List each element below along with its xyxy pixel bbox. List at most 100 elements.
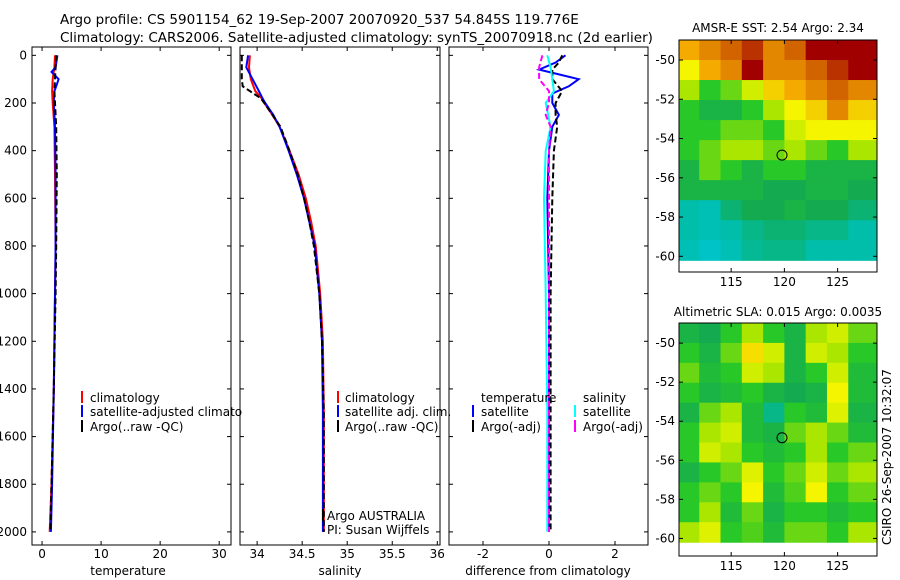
heatmap-cell <box>741 240 764 261</box>
salinity-panel: 34 34.5 35 35.5 36 <box>239 46 445 561</box>
heatmap-cell <box>784 442 807 464</box>
heatmap-cell <box>741 522 764 543</box>
difference-legend: temperature salinity satellite Argo(-adj… <box>472 391 643 434</box>
legend-label: satellite-adjusted climatology <box>90 405 268 419</box>
heatmap-cell <box>763 200 785 221</box>
x-tick-label: 120 <box>773 275 796 289</box>
heatmap-cell <box>699 462 722 483</box>
heatmap-cell <box>720 220 743 241</box>
x-tick-label: 35 <box>340 547 355 561</box>
heatmap-cell <box>805 240 828 261</box>
heatmap-cell <box>826 402 849 424</box>
heatmap-cell <box>699 482 722 503</box>
legend-title-temperature: temperature <box>481 391 556 405</box>
heatmap-cell <box>720 100 743 121</box>
x-tick-label: 20 <box>152 547 167 561</box>
heatmap-cell <box>848 482 877 503</box>
heatmap-cell <box>679 240 700 261</box>
heatmap-cell <box>805 140 828 161</box>
heatmap-cell <box>805 382 828 404</box>
heatmap-cell <box>699 200 722 221</box>
heatmap-cell <box>741 342 764 364</box>
heatmap-cell <box>679 220 700 241</box>
heatmap-cell <box>805 100 828 121</box>
heatmap-cell <box>805 402 828 424</box>
y-tick-label: -60 <box>655 531 675 545</box>
heatmap-cell <box>699 220 722 241</box>
heatmap-cell <box>784 220 807 241</box>
timestamp-stamp: CSIRO 26-Sep-2007 10:32:07 <box>880 369 894 545</box>
heatmap-cell <box>848 200 877 221</box>
y-tick-label: -54 <box>655 414 675 428</box>
heatmap-cell <box>679 382 700 404</box>
heatmap-cell <box>848 362 877 384</box>
x-tick-label: 125 <box>826 559 849 573</box>
heatmap-cell <box>826 160 849 181</box>
heatmap-cell <box>763 422 785 444</box>
heatmap-cell <box>826 442 849 464</box>
heatmap-cell <box>741 120 764 141</box>
heatmap-cell <box>805 180 828 201</box>
heatmap-cell <box>720 382 743 404</box>
heatmap-cell <box>805 200 828 221</box>
heatmap-cell <box>679 200 700 221</box>
heatmap-cell <box>741 402 764 424</box>
x-tick-label: 0 <box>545 547 553 561</box>
heatmap-cell <box>805 522 828 543</box>
heatmap-cell <box>699 323 722 344</box>
heatmap-cell <box>848 220 877 241</box>
series-line-temperature-argo-adj- <box>549 54 564 532</box>
heatmap-cell <box>763 382 785 404</box>
heatmap-cell <box>784 160 807 181</box>
heatmap-cell <box>679 180 700 201</box>
x-tick-label: 10 <box>93 547 108 561</box>
figure-title-line2: Climatology: CARS2006. Satellite-adjuste… <box>60 30 653 46</box>
heatmap-cell <box>805 60 828 81</box>
y-tick-label: 200 <box>4 96 27 110</box>
salinity-legend: climatology satellite adj. clim. Argo(..… <box>322 391 451 537</box>
heatmap-cell <box>741 160 764 181</box>
heatmap-cell <box>741 60 764 81</box>
heatmap-cell <box>679 422 700 444</box>
plot-frame <box>239 46 441 546</box>
x-tick-label: 34.5 <box>289 547 316 561</box>
heatmap-cell <box>679 120 700 141</box>
heatmap-cell <box>784 100 807 121</box>
heatmap-cell <box>699 180 722 201</box>
heatmap-cell <box>763 60 785 81</box>
x-tick-label: 2 <box>611 547 619 561</box>
heatmap-cell <box>741 100 764 121</box>
heatmap-cell <box>679 362 700 384</box>
heatmap-cell <box>826 240 849 261</box>
heatmap-cell <box>763 402 785 424</box>
figure-title-line1: Argo profile: CS 5901154_62 19-Sep-2007 … <box>60 12 579 28</box>
sla_map: 115 120 125 -50 -52 -54 -56 -58 -60 <box>655 322 878 573</box>
heatmap-cell <box>826 422 849 444</box>
heatmap-cell <box>679 442 700 464</box>
heatmap-cell <box>784 140 807 161</box>
heatmap-cell <box>784 362 807 384</box>
heatmap-cell <box>784 120 807 141</box>
heatmap-cell <box>848 180 877 201</box>
heatmap-cell <box>826 100 849 121</box>
heatmap-cell <box>699 502 722 523</box>
map-frame <box>678 322 878 557</box>
heatmap-cell <box>826 200 849 221</box>
heatmap-cell <box>741 442 764 464</box>
x-axis-label-temperature: temperature <box>90 564 165 578</box>
heatmap-cell <box>763 502 785 523</box>
heatmap-cell <box>720 140 743 161</box>
legend-label: Argo(..raw -QC) <box>345 420 438 434</box>
y-tick-label: 1400 <box>0 382 27 396</box>
heatmap-cell <box>826 140 849 161</box>
sst_map: 115 120 125 -50 -52 -54 -56 -58 -60 <box>655 39 878 289</box>
x-tick-label: 30 <box>212 547 227 561</box>
heatmap-cell <box>699 160 722 181</box>
heatmap-cell <box>826 80 849 101</box>
heatmap-cell <box>805 482 828 503</box>
heatmap-cell <box>784 522 807 543</box>
heatmap-cell <box>741 180 764 201</box>
legend-label: satellite <box>583 405 631 419</box>
heatmap-cell <box>784 240 807 261</box>
heatmap-cell <box>784 40 807 61</box>
